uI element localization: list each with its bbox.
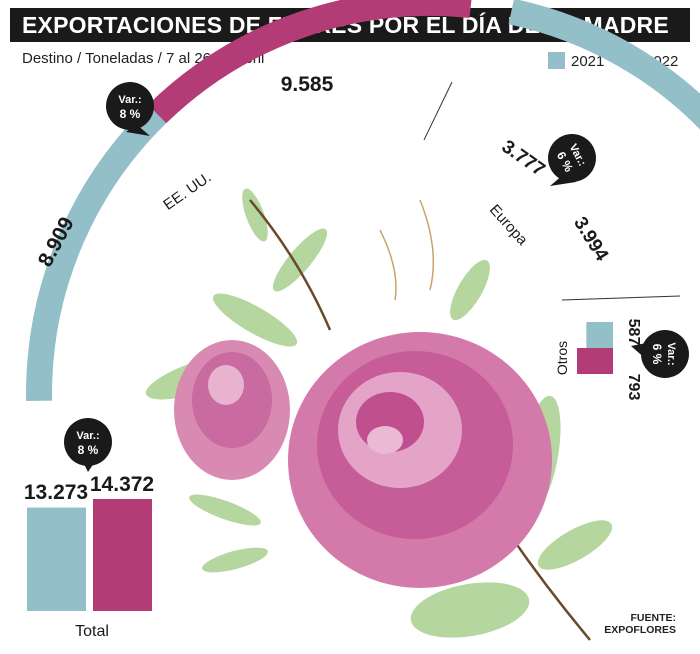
badge-label-total: Var.: bbox=[76, 430, 99, 442]
badge-circle-europa bbox=[548, 134, 596, 182]
legend-item-2021: 2021 bbox=[548, 52, 604, 70]
bar-total-2022 bbox=[93, 499, 152, 611]
badge-label-otros: Var.: bbox=[665, 342, 677, 365]
variation-badge-usa: Var.: 8 % bbox=[106, 82, 154, 136]
source-label: FUENTE: bbox=[630, 612, 677, 624]
variation-badge-otros: Var.: 6 % bbox=[631, 330, 689, 378]
rose-illustration bbox=[145, 188, 613, 641]
badge-circle-otros bbox=[641, 330, 689, 378]
value-label-usa-2022: 9.585 bbox=[281, 73, 334, 96]
value-label-europa-2022: 3.994 bbox=[569, 213, 612, 265]
badge-pointer-usa bbox=[126, 124, 150, 136]
bar-usa-2022 bbox=[148, 0, 472, 124]
bar-otros-2022 bbox=[577, 348, 613, 374]
separator-line-2 bbox=[561, 295, 681, 301]
badge-value-usa: 8 % bbox=[120, 107, 141, 121]
bar-otros-2021 bbox=[586, 322, 613, 348]
category-label-otros: Otros bbox=[554, 341, 570, 375]
legend-label-2021: 2021 bbox=[571, 53, 605, 70]
leaves-decoration bbox=[145, 188, 613, 638]
value-label-total-2022: 14.372 bbox=[90, 473, 154, 496]
badge-circle-usa bbox=[106, 82, 154, 130]
category-label-europa: Europa bbox=[486, 201, 531, 249]
variation-badge-europa: Var.: 6 % bbox=[548, 134, 596, 186]
variation-badge-total: Var.: 8 % bbox=[64, 418, 112, 472]
source-note: FUENTE: EXPOFLORES bbox=[604, 612, 676, 636]
source-name: EXPOFLORES bbox=[604, 624, 676, 636]
value-label-otros-2021: 587 bbox=[625, 319, 642, 346]
badge-value-otros: 6 % bbox=[650, 344, 664, 365]
badge-value-total: 8 % bbox=[78, 443, 99, 457]
badge-label-usa: Var.: bbox=[118, 94, 141, 106]
badge-circle-total bbox=[64, 418, 112, 466]
large-rose bbox=[288, 332, 552, 588]
bar-europa-2021 bbox=[508, 0, 700, 130]
bar-usa-2021 bbox=[26, 104, 167, 402]
separator-line-1 bbox=[423, 81, 453, 141]
bar-total-2021 bbox=[27, 507, 86, 611]
legend-swatch-2021 bbox=[548, 52, 565, 69]
category-label-usa: EE. UU. bbox=[160, 169, 214, 214]
category-label-total: Total bbox=[75, 623, 109, 640]
small-rose bbox=[174, 340, 290, 480]
value-label-total-2021: 13.273 bbox=[24, 481, 88, 504]
value-label-europa-2021: 3.777 bbox=[498, 136, 549, 180]
value-label-otros-2022: 793 bbox=[625, 374, 642, 401]
